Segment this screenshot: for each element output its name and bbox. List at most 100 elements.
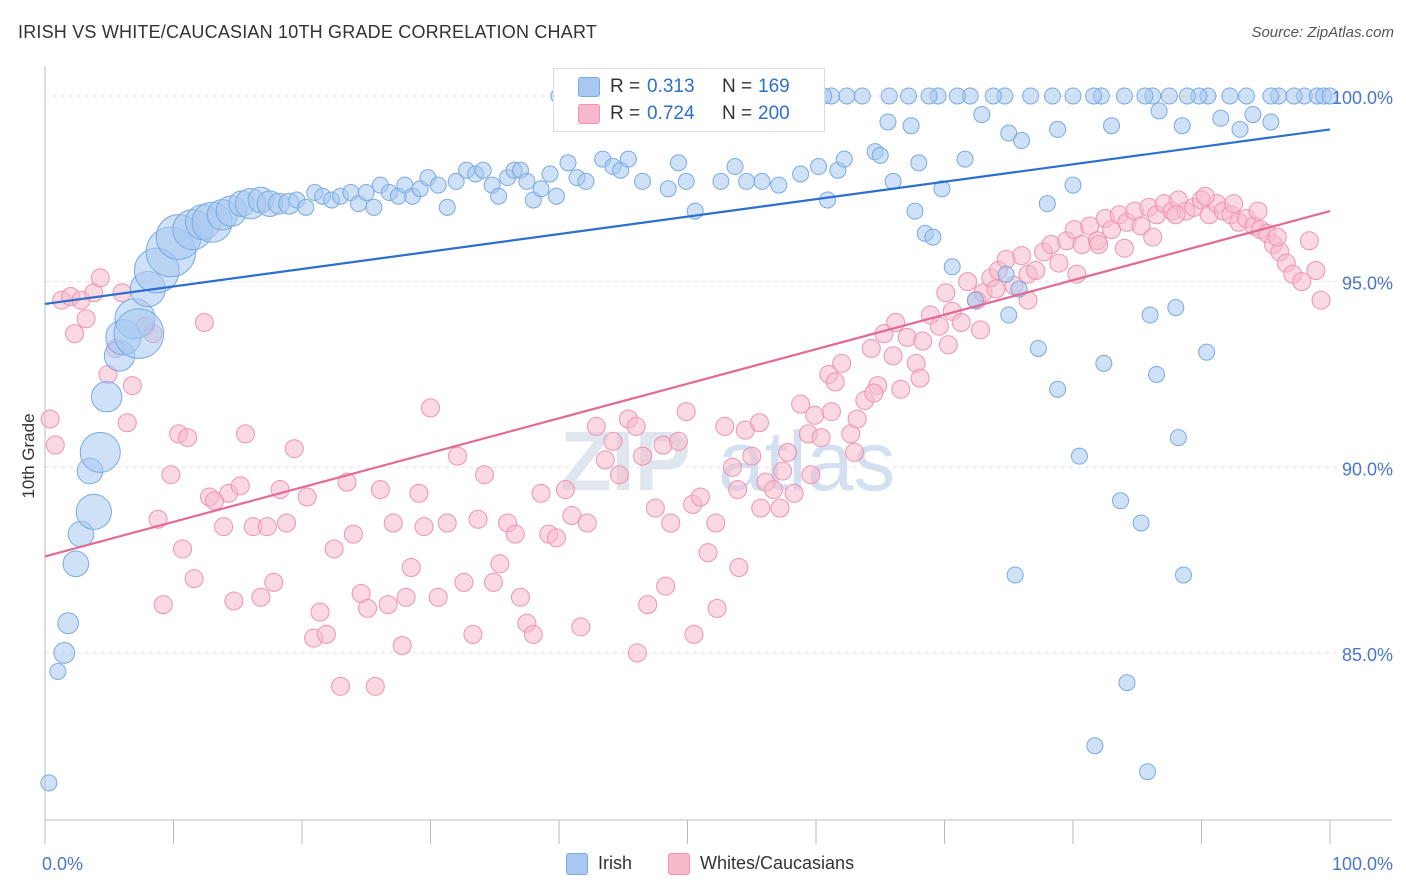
x-tick-label-min: 0.0% xyxy=(42,854,83,874)
tick-labels: 85.0% 90.0% 95.0% 100.0% 0.0% 100.0% 10th Grad… xyxy=(19,88,1393,874)
white-point xyxy=(409,483,429,503)
irish-point xyxy=(53,642,76,664)
white-point xyxy=(728,480,748,500)
white-point xyxy=(784,483,804,503)
white-point xyxy=(891,379,911,399)
bottom-irish-swatch xyxy=(566,853,588,875)
white-point xyxy=(825,372,845,392)
white-point xyxy=(832,353,852,373)
white-point xyxy=(284,439,304,459)
irish-point xyxy=(1160,87,1178,105)
white-point xyxy=(571,617,591,637)
irish-point xyxy=(490,187,508,205)
white-point xyxy=(627,643,647,663)
white-point xyxy=(698,543,718,563)
white-point xyxy=(1143,227,1163,247)
white-point xyxy=(751,498,771,518)
irish-point xyxy=(1167,299,1185,317)
white-point xyxy=(172,539,192,559)
white-point xyxy=(343,524,363,544)
white-point xyxy=(638,595,658,615)
white-point xyxy=(603,431,623,451)
irish-point xyxy=(1262,87,1280,105)
irish-point xyxy=(1169,429,1187,447)
irish-point xyxy=(1013,132,1031,150)
irish-point xyxy=(920,87,938,105)
irish-point xyxy=(113,308,165,359)
white-point xyxy=(958,272,978,292)
white-point xyxy=(562,506,582,526)
white-point xyxy=(706,513,726,533)
white-point xyxy=(378,595,398,615)
white-point xyxy=(65,324,85,344)
white-point xyxy=(1131,216,1151,236)
white-point xyxy=(383,513,403,533)
white-point xyxy=(715,416,735,436)
white-point xyxy=(463,624,483,644)
irish-point xyxy=(879,113,897,131)
white-point xyxy=(468,509,488,529)
white-point xyxy=(801,465,821,485)
irish-point xyxy=(57,612,80,635)
irish-point xyxy=(1022,87,1040,105)
white-point xyxy=(1166,205,1186,225)
irish-r-value: 0.313 xyxy=(647,76,695,97)
irish-point xyxy=(1070,447,1088,465)
y-tick-label: 90.0% xyxy=(1342,459,1393,479)
white-swatch xyxy=(578,104,600,124)
irish-point xyxy=(659,180,677,198)
irish-point xyxy=(79,431,121,473)
white-point xyxy=(883,346,903,366)
white-point xyxy=(1224,194,1244,214)
irish-point xyxy=(1141,306,1159,324)
white-point xyxy=(1248,201,1268,221)
irish-point xyxy=(835,150,853,168)
white-point xyxy=(251,587,271,607)
irish-trend-line xyxy=(44,128,1331,306)
white-point xyxy=(1089,235,1109,255)
white-point xyxy=(194,312,214,332)
white-point xyxy=(214,517,234,537)
white-point xyxy=(609,465,629,485)
irish-point xyxy=(49,662,67,680)
irish-point xyxy=(1086,737,1104,755)
white-point xyxy=(331,676,351,696)
irish-point xyxy=(810,158,828,176)
irish-point xyxy=(948,87,966,105)
irish-point xyxy=(819,191,837,209)
white-point xyxy=(864,383,884,403)
irish-point xyxy=(1231,120,1249,138)
irish-point xyxy=(1178,87,1196,105)
white-point xyxy=(645,498,665,518)
white-point xyxy=(414,517,434,537)
white-point xyxy=(490,554,510,574)
irish-point xyxy=(365,198,383,216)
irish-point xyxy=(792,165,810,183)
white-point xyxy=(437,513,457,533)
irish-point xyxy=(438,198,456,216)
irish-r-label: R = xyxy=(610,76,641,97)
white-r-label: R = xyxy=(610,103,641,124)
irish-point xyxy=(933,180,951,198)
white-point xyxy=(546,528,566,548)
white-point xyxy=(656,576,676,596)
white-point xyxy=(970,320,990,340)
white-point xyxy=(1311,290,1331,310)
white-point xyxy=(161,465,181,485)
trend-lines xyxy=(44,128,1331,558)
irish-point xyxy=(1103,117,1121,135)
white-point xyxy=(505,524,525,544)
irish-point xyxy=(871,146,889,164)
irish-point xyxy=(943,258,961,276)
irish-point xyxy=(1198,343,1216,361)
irish-point xyxy=(62,550,90,578)
white-point xyxy=(257,517,277,537)
irish-point xyxy=(1064,176,1082,194)
white-point xyxy=(586,416,606,436)
white-point xyxy=(690,487,710,507)
y-tick-label: 100.0% xyxy=(1332,88,1393,108)
irish-point xyxy=(532,180,550,198)
white-point xyxy=(428,587,448,607)
white-r-value: 0.724 xyxy=(647,103,695,124)
x-tick-label-max: 100.0% xyxy=(1332,854,1393,874)
